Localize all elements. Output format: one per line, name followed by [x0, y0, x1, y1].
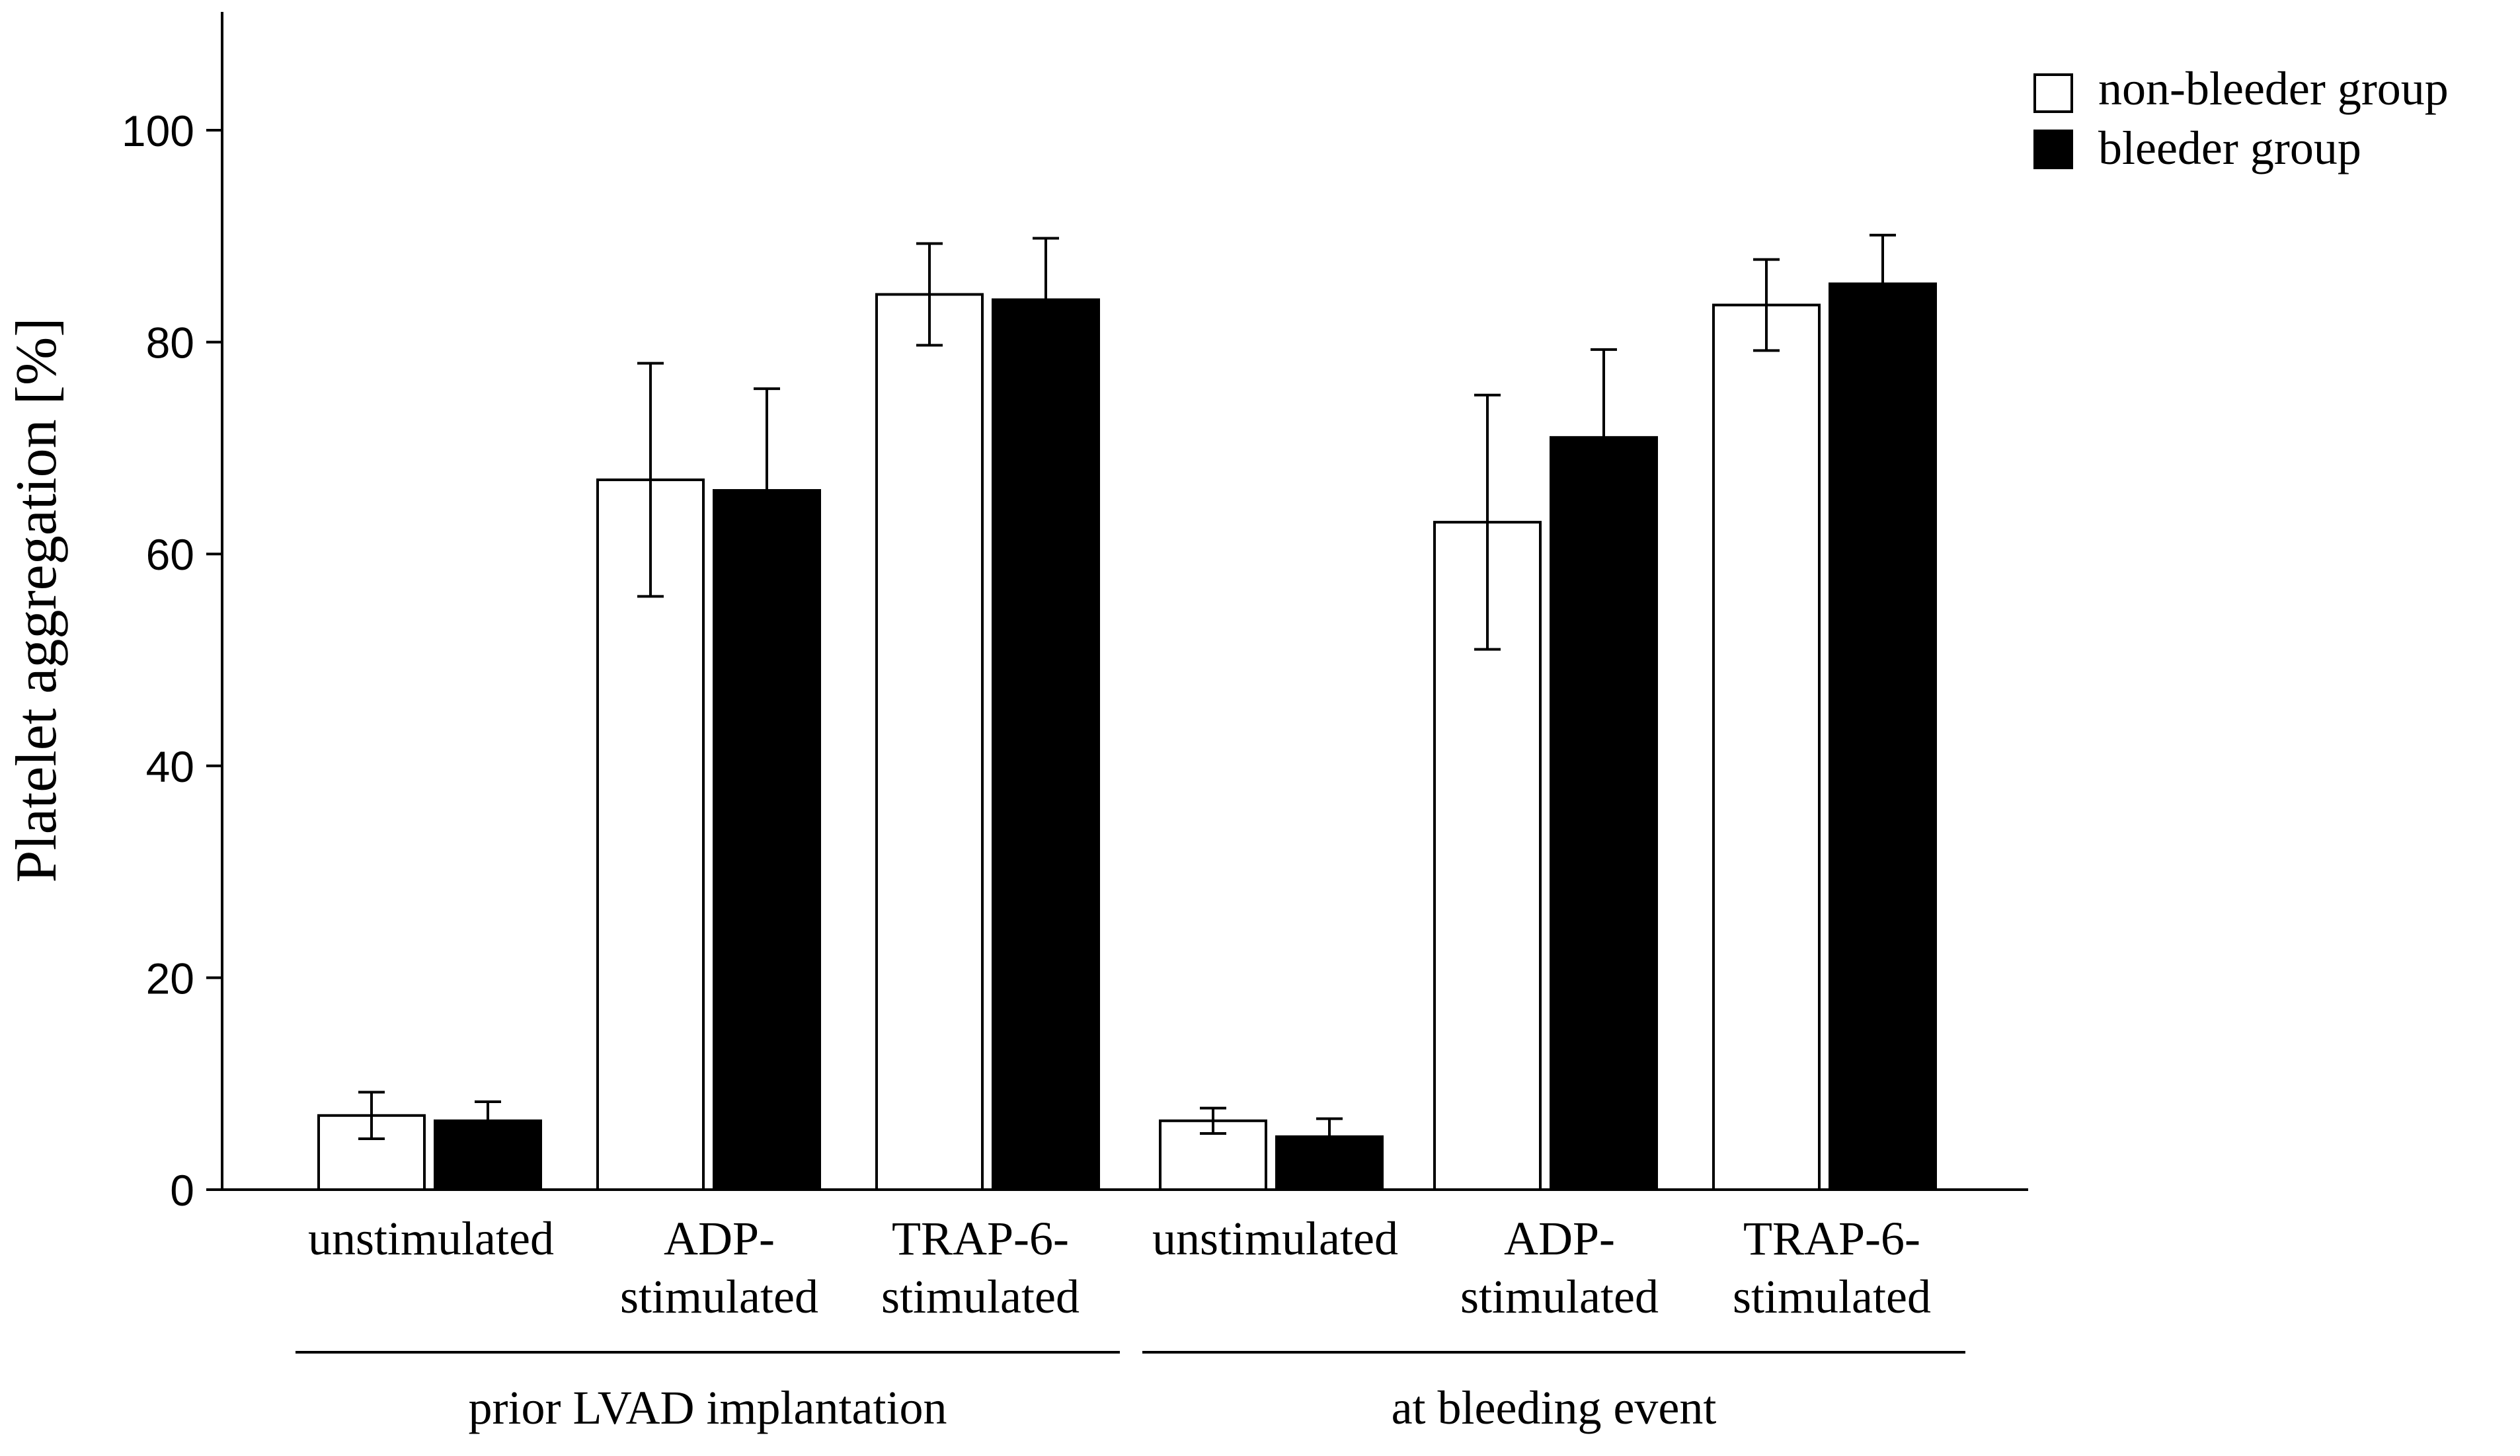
x-axis-category-labels: unstimulated ADP-stimulatedTRAP-6-stimula… [308, 1212, 1931, 1323]
group-label: prior LVAD implantation [469, 1381, 947, 1434]
error-bar [1200, 1106, 1226, 1135]
x-category-label: ADP- [664, 1212, 775, 1265]
y-tick-label: 60 [146, 530, 194, 579]
error-bar [1474, 393, 1501, 651]
x-category-label: TRAP-6- [892, 1212, 1069, 1265]
bar-bleeder [1275, 1135, 1384, 1191]
error-bar [1591, 348, 1617, 527]
x-category-label: ADP- [1504, 1212, 1615, 1265]
x-category-label: stimulated [881, 1270, 1080, 1323]
bar-non-bleeder [1712, 303, 1821, 1191]
x-category-label: TRAP-6- [1743, 1212, 1920, 1265]
bar-marks [317, 233, 1937, 1192]
error-bar [358, 1091, 385, 1141]
y-tick-label: 0 [170, 1166, 194, 1215]
bar-non-bleeder [875, 293, 984, 1192]
x-category-label: unstimulated [1152, 1212, 1398, 1265]
error-bar [1033, 237, 1059, 363]
x-category-label: stimulated [1460, 1270, 1659, 1323]
error-bar [475, 1100, 501, 1141]
bar-bleeder [1550, 436, 1658, 1191]
bar-bleeder [713, 489, 821, 1191]
bar-non-bleeder [596, 478, 705, 1191]
bar-bleeder [992, 298, 1100, 1192]
group-labels: prior LVAD implantation at bleeding event [295, 1351, 1965, 1434]
legend-swatch-bleeder [2033, 130, 2073, 169]
y-axis-ticks: 0 20 40 60 80 100 [122, 106, 222, 1215]
bar-bleeder [1829, 282, 1937, 1191]
x-category-label: stimulated [620, 1270, 818, 1323]
y-tick-label: 100 [122, 106, 194, 155]
x-category-label: stimulated [1733, 1270, 1931, 1323]
group-label: at bleeding event [1392, 1381, 1717, 1434]
error-bar [916, 242, 943, 347]
legend: non-bleeder group bleeder group [2033, 62, 2449, 174]
error-bar [1870, 233, 1896, 334]
error-bar [1753, 258, 1780, 352]
y-tick-label: 40 [146, 742, 194, 791]
legend-label-non-bleeder: non-bleeder group [2098, 62, 2449, 115]
bar-non-bleeder [1433, 521, 1542, 1191]
legend-label-bleeder: bleeder group [2098, 122, 2361, 174]
y-axis-label: Platelet aggregation [%] [5, 317, 69, 882]
x-category-label: unstimulated [308, 1212, 554, 1265]
y-tick-label: 20 [146, 954, 194, 1003]
error-bar [1316, 1117, 1343, 1157]
error-bar [637, 362, 664, 598]
error-bar [754, 387, 780, 594]
y-tick-label: 80 [146, 319, 194, 367]
legend-swatch-non-bleeder [2033, 73, 2073, 113]
